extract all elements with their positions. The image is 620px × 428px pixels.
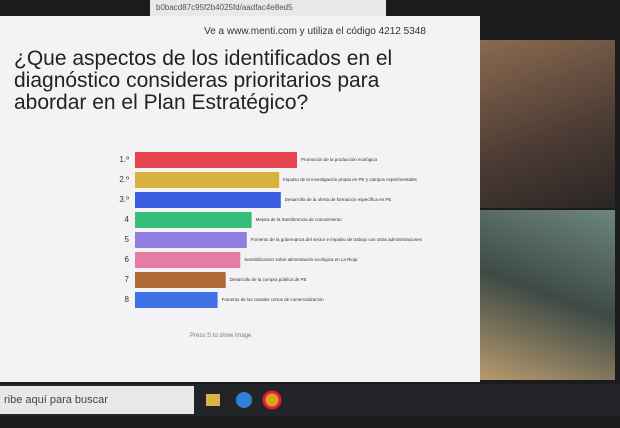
bar-label: Desarrollo de la compra pública de PE — [230, 277, 307, 282]
bar — [135, 172, 279, 188]
bar — [135, 192, 281, 208]
bar-label: Sensibilización sobre alimentación ecoló… — [244, 257, 358, 262]
screen-photo: b0bacd87c95f2b4025fd/aadfac4e8ed5 Ve a w… — [0, 0, 620, 428]
bar — [135, 152, 297, 168]
bar — [135, 212, 252, 228]
folder-icon[interactable] — [206, 394, 220, 406]
edge-icon[interactable] — [236, 392, 252, 408]
footer-note: Press S to show image — [190, 333, 251, 339]
bar — [135, 292, 218, 308]
rank-label: 4 — [125, 215, 130, 224]
search-box[interactable]: ribe aquí para buscar — [0, 386, 194, 414]
taskbar-icons — [200, 388, 290, 412]
bar — [135, 272, 226, 288]
bar-label: Fomento de la gobernanza del sector e im… — [251, 237, 423, 242]
video-feed — [480, 40, 615, 208]
rank-label: 6 — [125, 255, 130, 264]
rank-label: 3.º — [119, 195, 129, 204]
rank-label: 8 — [125, 295, 130, 304]
video-feed — [480, 210, 615, 380]
bar-label: Impulso de la investigación propia en PE… — [283, 177, 417, 182]
bar — [135, 232, 247, 248]
chart: 1.º Promoción de la producción ecológica 2… — [0, 0, 480, 380]
bar-label: Promoción de la producción ecológica — [301, 157, 378, 162]
bar-label: Desarrollo de la oferta de formación esp… — [285, 197, 392, 202]
rank-label: 5 — [125, 235, 130, 244]
bar-label: Mejora de la transferencia de conocimien… — [256, 217, 343, 222]
bar-label: Fomento de los canales cortos de comerci… — [222, 297, 325, 302]
rank-label: 7 — [125, 275, 130, 284]
chrome-icon[interactable] — [264, 392, 280, 408]
bar — [135, 252, 240, 268]
rank-label: 1.º — [119, 155, 129, 164]
rank-label: 2.º — [119, 175, 129, 184]
